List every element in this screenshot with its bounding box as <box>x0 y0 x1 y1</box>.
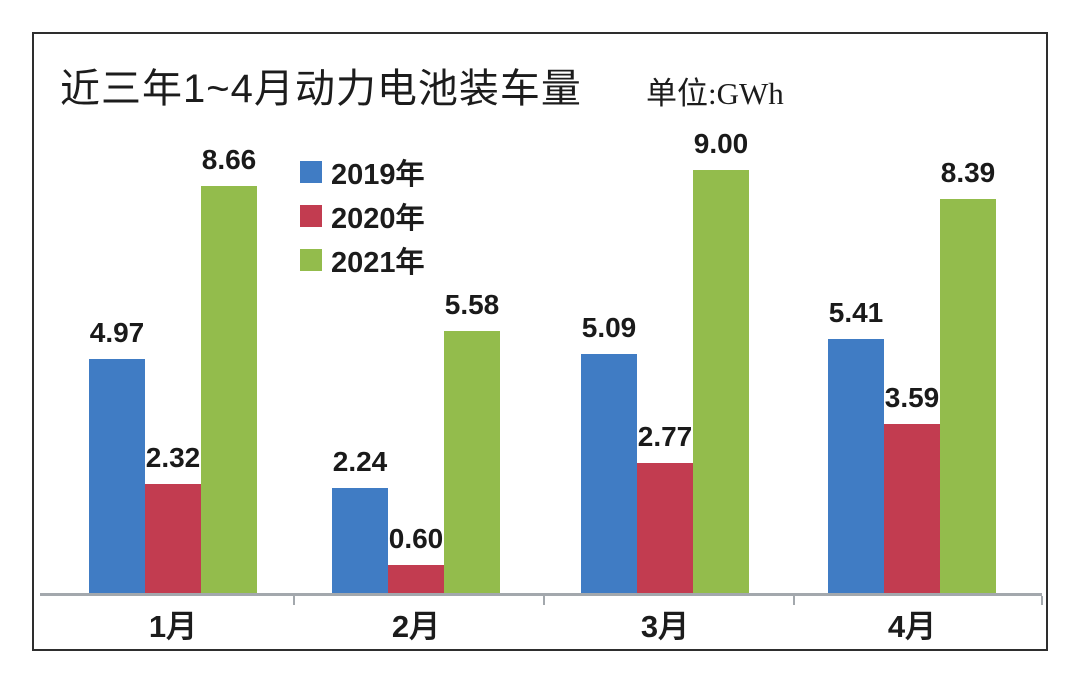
x-category-label-month4: 4月 <box>887 609 937 644</box>
x-category-label-month2: 2月 <box>391 609 441 644</box>
bar-value-label-series3-month1: 8.66 <box>201 144 257 175</box>
plot-area: 4.97 2.24 5.09 5.41 2.32 0.60 2.77 3.59 8.66 5.58… <box>34 34 1046 649</box>
chart-frame: 近三年1~4月动力电池装车量 单位:GWh 2019年 2020年 2021年 4.… <box>32 32 1048 651</box>
bar-value-label-series1-month1: 4.97 <box>89 317 145 348</box>
x-axis-tick-1 <box>293 596 295 605</box>
bar-series1-month3 <box>581 354 637 593</box>
bar-value-label-series3-month3: 9.00 <box>693 128 749 159</box>
bar-value-label-series1-month2: 2.24 <box>332 446 388 477</box>
legend-label-2019: 2019年 <box>331 159 425 191</box>
bar-series3-month1 <box>201 186 257 593</box>
bar-value-label-series2-month3: 2.77 <box>637 421 693 452</box>
bar-series3-month2 <box>444 331 500 593</box>
bar-series3-month3 <box>693 170 749 593</box>
legend-swatch-2019 <box>300 161 322 183</box>
legend-label-2020: 2020年 <box>331 203 425 235</box>
bar-series1-month1 <box>89 359 145 593</box>
legend-swatch-2020 <box>300 205 322 227</box>
chart-title: 近三年1~4月动力电池装车量 <box>60 67 582 111</box>
x-axis-tick-3 <box>793 596 795 605</box>
bar-series2-month2 <box>388 565 444 593</box>
bar-series2-month4 <box>884 424 940 593</box>
bar-value-label-series2-month1: 2.32 <box>145 442 201 473</box>
bar-value-label-series1-month3: 5.09 <box>581 312 637 343</box>
unit-label: 单位:GWh <box>646 76 784 111</box>
bar-series2-month3 <box>637 463 693 593</box>
bar-value-label-series3-month2: 5.58 <box>444 289 500 320</box>
bar-series1-month2 <box>332 488 388 593</box>
legend: 2019年 2020年 2021年 <box>300 150 425 282</box>
legend-item-2020: 2020年 <box>300 194 425 238</box>
bar-value-label-series1-month4: 5.41 <box>828 297 884 328</box>
bar-value-label-series2-month2: 0.60 <box>388 523 444 554</box>
bar-series3-month4 <box>940 199 996 593</box>
x-axis-tick-4 <box>1041 596 1043 605</box>
legend-item-2021: 2021年 <box>300 238 425 282</box>
bar-series2-month1 <box>145 484 201 593</box>
x-axis-line <box>40 593 1042 596</box>
legend-swatch-2021 <box>300 249 322 271</box>
x-category-label-month3: 3月 <box>640 609 690 644</box>
legend-item-2019: 2019年 <box>300 150 425 194</box>
bar-series1-month4 <box>828 339 884 593</box>
x-category-label-month1: 1月 <box>148 609 198 644</box>
bar-value-label-series3-month4: 8.39 <box>940 157 996 188</box>
legend-label-2021: 2021年 <box>331 247 425 279</box>
bar-value-label-series2-month4: 3.59 <box>884 382 940 413</box>
x-axis-tick-2 <box>543 596 545 605</box>
